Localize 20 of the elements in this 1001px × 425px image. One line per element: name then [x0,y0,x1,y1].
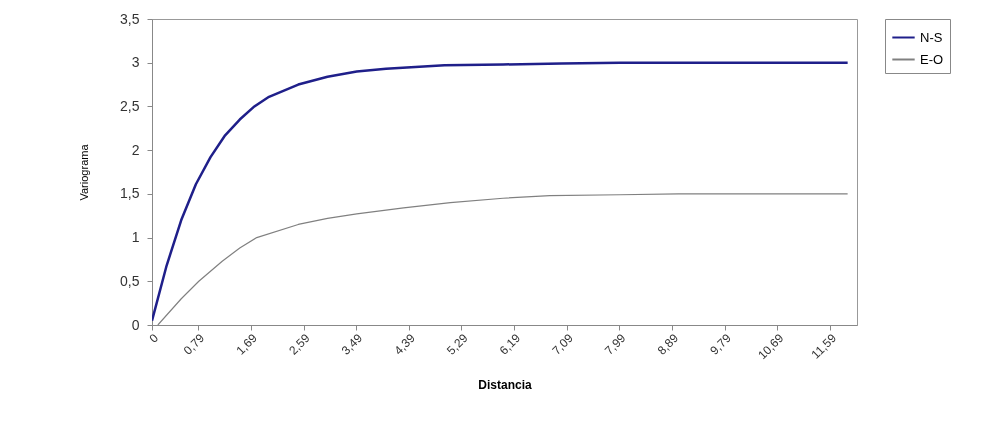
x-tick-label: 8,89 [654,330,682,358]
y-tick-label: 3 [131,54,140,71]
y-tick-label: 1 [131,229,140,246]
x-tick-label: 4,39 [391,330,419,358]
y-tick-label: 2,5 [120,97,140,114]
y-tick-label: 2 [131,141,140,158]
y-tick-label: 0,5 [120,272,140,289]
y-tick-label: 0 [131,316,140,333]
line-series [152,61,849,322]
legend-label: E-O [920,51,944,67]
y-axis-title: Variograma [78,143,91,201]
legend-label: N-S [920,29,943,45]
x-tick-label: 7,99 [602,330,629,358]
x-tick-label: 7,09 [549,330,577,358]
x-tick-label: 0 [146,330,162,346]
y-tick-label: 3,5 [120,10,140,27]
y-tick-label: 1,5 [120,185,140,202]
x-tick-label: 6,19 [496,330,524,358]
x-tick-label: 0,79 [180,330,208,358]
x-axis-title: Distancia [478,377,532,392]
